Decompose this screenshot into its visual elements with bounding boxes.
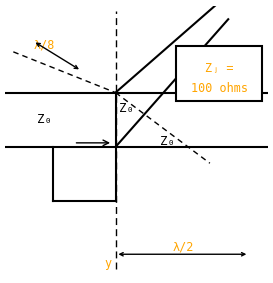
Text: λ/2: λ/2 <box>173 241 194 254</box>
Text: 100 ohms: 100 ohms <box>191 82 248 95</box>
Text: Z₀: Z₀ <box>161 135 176 148</box>
Text: y: y <box>104 257 111 270</box>
Bar <box>176 46 262 101</box>
Text: Zⱼ =: Zⱼ = <box>205 62 233 75</box>
Text: Z₀: Z₀ <box>37 113 52 126</box>
Text: Z₀: Z₀ <box>118 102 133 115</box>
Text: λ/8: λ/8 <box>34 38 55 52</box>
